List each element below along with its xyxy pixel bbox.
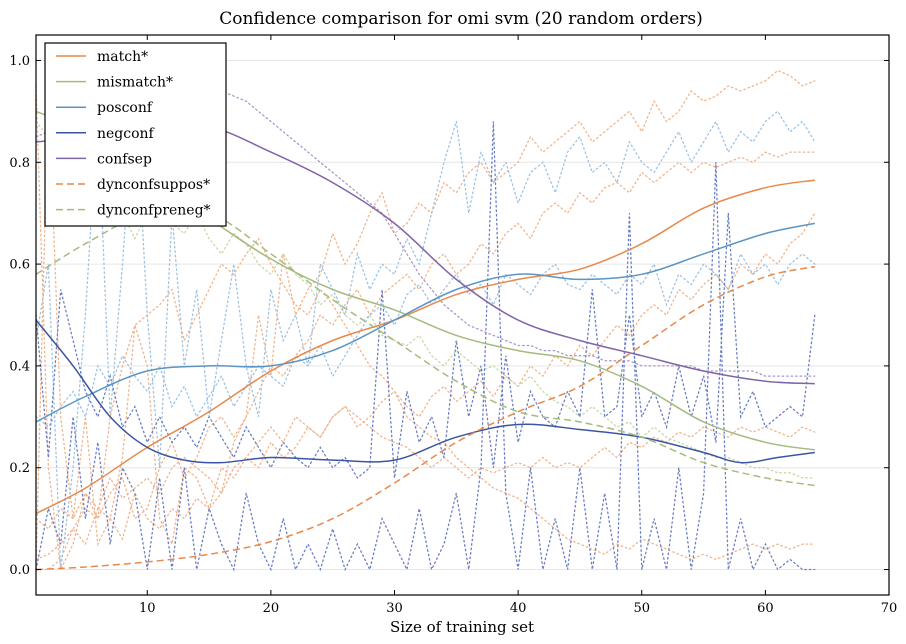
background-run-line bbox=[35, 85, 816, 572]
legend-label-dynconfsuppos: dynconfsuppos* bbox=[97, 177, 210, 193]
background-run-line bbox=[35, 120, 816, 479]
x-tick-label: 50 bbox=[633, 601, 650, 616]
y-axis: 0.0 0.2 0.4 0.6 0.8 1.0 bbox=[9, 54, 889, 578]
series-line-negconf bbox=[35, 319, 815, 464]
x-tick-label: 20 bbox=[263, 601, 280, 616]
x-axis: 10 20 30 40 50 60 70 bbox=[139, 35, 897, 616]
y-tick-label: 0.8 bbox=[9, 156, 30, 171]
x-tick-label: 10 bbox=[139, 601, 156, 616]
y-tick-label: 1.0 bbox=[9, 54, 30, 69]
y-tick-label: 0.4 bbox=[9, 359, 30, 374]
y-tick-label: 0.6 bbox=[9, 258, 30, 273]
legend-label-mismatch: mismatch* bbox=[97, 75, 173, 91]
legend-entries: match* mismatch* posconf negconf confsep dync… bbox=[56, 49, 211, 219]
legend-label-match: match* bbox=[97, 49, 148, 65]
plot-frame bbox=[35, 34, 890, 596]
series-line-match bbox=[35, 179, 815, 515]
x-tick-label: 40 bbox=[510, 601, 527, 616]
x-axis-label: Size of training set bbox=[390, 618, 534, 636]
legend: match* mismatch* posconf negconf confsep dync… bbox=[44, 42, 227, 227]
legend-label-posconf: posconf bbox=[97, 100, 154, 116]
y-tick-label: 0.2 bbox=[9, 461, 30, 476]
background-run-line bbox=[35, 121, 816, 572]
series-line-dynconfsuppos bbox=[35, 265, 815, 571]
background-run-line bbox=[35, 213, 816, 479]
y-tick-label: 0.0 bbox=[9, 563, 30, 578]
background-run-line bbox=[35, 405, 816, 530]
x-tick-label: 30 bbox=[386, 601, 403, 616]
legend-label-negconf: negconf bbox=[97, 126, 156, 142]
x-tick-label: 70 bbox=[881, 601, 898, 616]
series-line-posconf bbox=[35, 222, 815, 423]
x-tick-label: 60 bbox=[757, 601, 774, 616]
background-run-line bbox=[35, 212, 816, 571]
background-run-line bbox=[35, 252, 816, 428]
chart-title: Confidence comparison for omi svm (20 ra… bbox=[219, 9, 703, 29]
legend-label-confsep: confsep bbox=[97, 151, 152, 167]
background-run-line bbox=[35, 85, 816, 570]
legend-label-dynconfpreneg: dynconfpreneg* bbox=[97, 203, 211, 219]
background-run-line bbox=[35, 69, 816, 571]
legend-frame bbox=[44, 42, 227, 227]
